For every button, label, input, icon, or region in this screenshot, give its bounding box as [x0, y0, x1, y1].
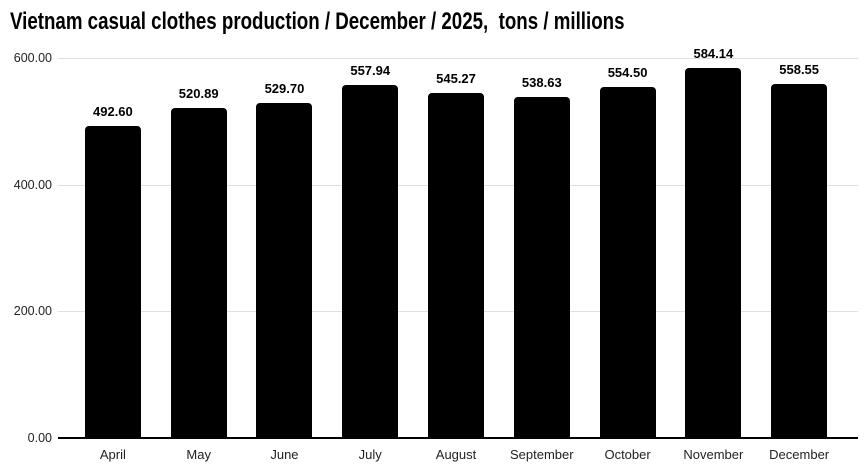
x-tick-label-october: October — [604, 447, 651, 462]
value-label-july: 557.94 — [350, 62, 391, 78]
bar-group-december: 558.55 December — [756, 58, 842, 462]
x-tick-label-december: December — [769, 447, 830, 462]
x-axis-line — [58, 437, 858, 439]
x-tick-label-april: April — [99, 447, 126, 462]
x-tick-label-august: August — [435, 447, 477, 462]
value-label-october: 554.50 — [607, 64, 648, 80]
bar-group-august: 545.27 August — [413, 58, 499, 462]
bar-group-april: 492.60 April — [70, 58, 156, 462]
bar-group-september: 538.63 September — [499, 58, 585, 462]
bar-group-july: 557.94 July — [327, 58, 413, 462]
x-tick-label-september: September — [510, 447, 574, 462]
plot-area: 492.60 April 520.89 May 529.70 June 557.94 July… — [58, 46, 858, 462]
bar-july — [342, 84, 399, 438]
value-label-april: 492.60 — [93, 104, 133, 120]
value-label-september: 538.63 — [521, 74, 562, 90]
bar-november — [685, 68, 742, 438]
value-label-december: 558.55 — [779, 62, 820, 78]
bar-june — [256, 102, 313, 438]
bar-group-may: 520.89 May — [156, 58, 242, 462]
x-tick-label-june: June — [270, 447, 299, 462]
bar-october — [599, 86, 656, 438]
chart-title: Vietnam casual clothes production / Dece… — [10, 8, 625, 35]
bar-december — [771, 84, 828, 438]
y-axis-labels: 0.00 200.00 400.00 600.00 — [0, 51, 52, 445]
bar-september — [513, 96, 570, 438]
y-tick-label: 600.00 — [13, 51, 52, 65]
bars-container: 492.60 April 520.89 May 529.70 June 557.94 July… — [70, 46, 842, 462]
x-tick-label-july: July — [358, 447, 382, 462]
bar-group-june: 529.70 June — [242, 58, 328, 462]
value-label-august: 545.27 — [436, 70, 476, 86]
bar-group-november: 584.14 November — [670, 46, 756, 462]
y-tick-label: 400.00 — [13, 177, 52, 192]
value-label-may: 520.89 — [178, 86, 219, 102]
bar-may — [170, 108, 227, 438]
x-tick-label-november: November — [683, 447, 744, 462]
value-label-june: 529.70 — [264, 80, 305, 96]
y-tick-label: 200.00 — [13, 304, 52, 319]
x-tick-label-may: May — [186, 447, 211, 462]
value-label-november: 584.14 — [693, 46, 734, 62]
bar-group-october: 554.50 October — [585, 58, 671, 462]
bar-august — [428, 92, 485, 438]
bar-april — [84, 126, 141, 438]
gridline-600.00 — [58, 58, 858, 59]
y-tick-label: 0.00 — [27, 431, 52, 445]
